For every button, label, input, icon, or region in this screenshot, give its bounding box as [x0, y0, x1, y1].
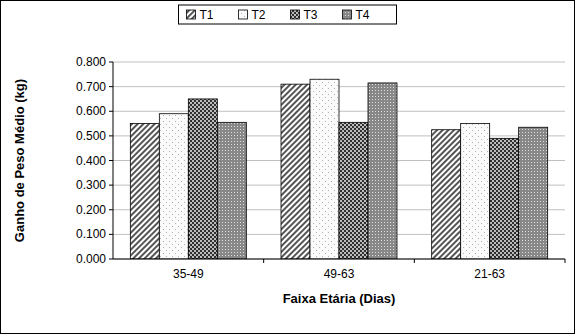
y-tick	[109, 234, 113, 235]
y-tick-label: 0.400	[76, 154, 106, 168]
legend-swatch	[239, 10, 248, 19]
y-tick-label: 0.700	[76, 80, 106, 94]
bar	[519, 127, 548, 259]
y-tick	[109, 86, 113, 87]
legend-swatch	[187, 10, 196, 19]
y-tick	[109, 209, 113, 210]
legend-label: T4	[356, 8, 370, 22]
legend: T1 T2 T3 T4	[179, 5, 397, 24]
bar	[339, 122, 368, 259]
y-axis	[113, 62, 114, 259]
y-tick-label: 0.800	[76, 55, 106, 69]
y-tick-label: 0.000	[76, 252, 106, 266]
bar	[281, 84, 310, 259]
y-axis-label: Ganho de Peso Médio (kg)	[12, 79, 27, 242]
x-axis-label: Faixa Etária (Dias)	[283, 291, 396, 306]
grid-line	[113, 259, 565, 260]
legend-frame	[179, 5, 397, 24]
bar	[310, 79, 339, 259]
bar	[130, 124, 159, 259]
y-tick	[109, 160, 113, 161]
bar	[217, 122, 246, 259]
x-tick-label: 21-63	[474, 267, 505, 281]
chart-frame	[1, 1, 575, 334]
legend-label: T2	[252, 8, 266, 22]
legend-label: T3	[304, 8, 318, 22]
x-tick-label: 49-63	[324, 267, 355, 281]
y-tick-label: 0.300	[76, 178, 106, 192]
y-tick	[109, 62, 113, 63]
x-tick-label: 35-49	[173, 267, 204, 281]
x-tick	[263, 259, 264, 263]
bar	[490, 138, 519, 259]
grid-line	[113, 62, 565, 63]
bar	[432, 130, 461, 259]
chart: 0.000 0.100 0.200 0.300 0.400 0.500 0.600 0.700…	[0, 0, 575, 334]
y-tick	[109, 111, 113, 112]
bar	[368, 83, 397, 259]
bar	[159, 114, 188, 259]
y-tick	[109, 185, 113, 186]
y-tick-label: 0.600	[76, 104, 106, 118]
bar	[461, 124, 490, 259]
x-tick	[565, 259, 566, 263]
x-axis	[113, 259, 565, 260]
y-tick	[109, 259, 113, 260]
x-tick	[414, 259, 415, 263]
legend-label: T1	[200, 8, 214, 22]
legend-swatch	[291, 10, 300, 19]
y-tick-label: 0.200	[76, 203, 106, 217]
bar	[188, 99, 217, 259]
y-tick-label: 0.500	[76, 129, 106, 143]
bars	[130, 79, 547, 259]
y-tick-label: 0.100	[76, 227, 106, 241]
y-tick	[109, 135, 113, 136]
legend-swatch	[343, 10, 352, 19]
